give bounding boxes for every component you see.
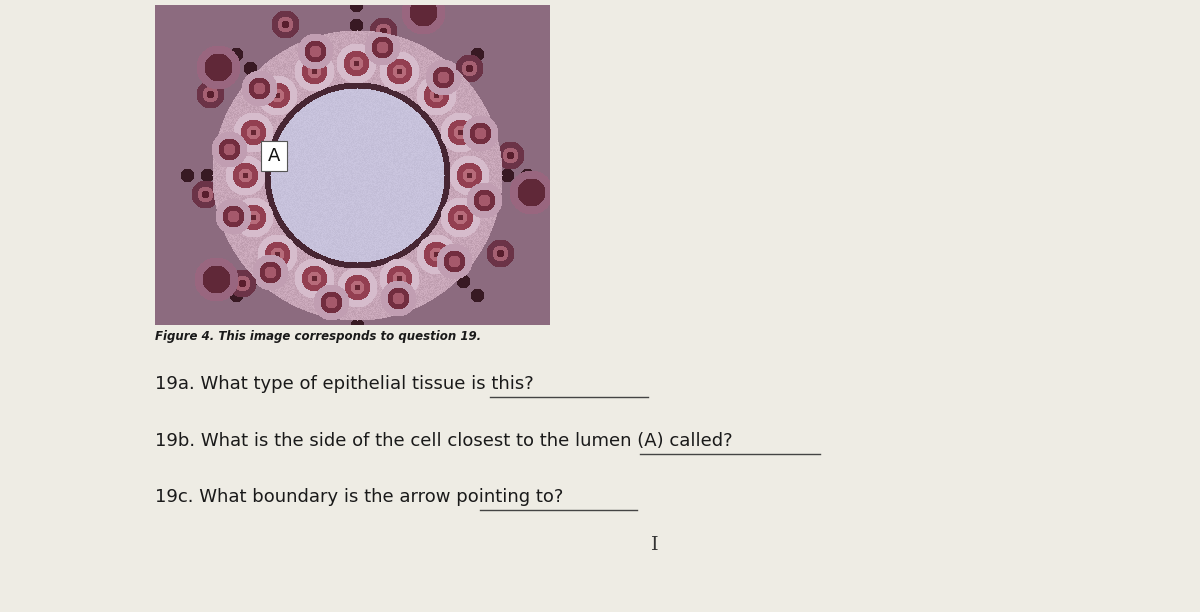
- Text: Figure 4. This image corresponds to question 19.: Figure 4. This image corresponds to ques…: [155, 330, 481, 343]
- Text: A: A: [268, 147, 280, 165]
- Text: 19c. What boundary is the arrow pointing to?: 19c. What boundary is the arrow pointing…: [155, 488, 563, 506]
- Text: I: I: [652, 536, 659, 554]
- Text: 19b. What is the side of the cell closest to the lumen (A) called?: 19b. What is the side of the cell closes…: [155, 432, 733, 450]
- Text: 19a. What type of epithelial tissue is this?: 19a. What type of epithelial tissue is t…: [155, 375, 534, 393]
